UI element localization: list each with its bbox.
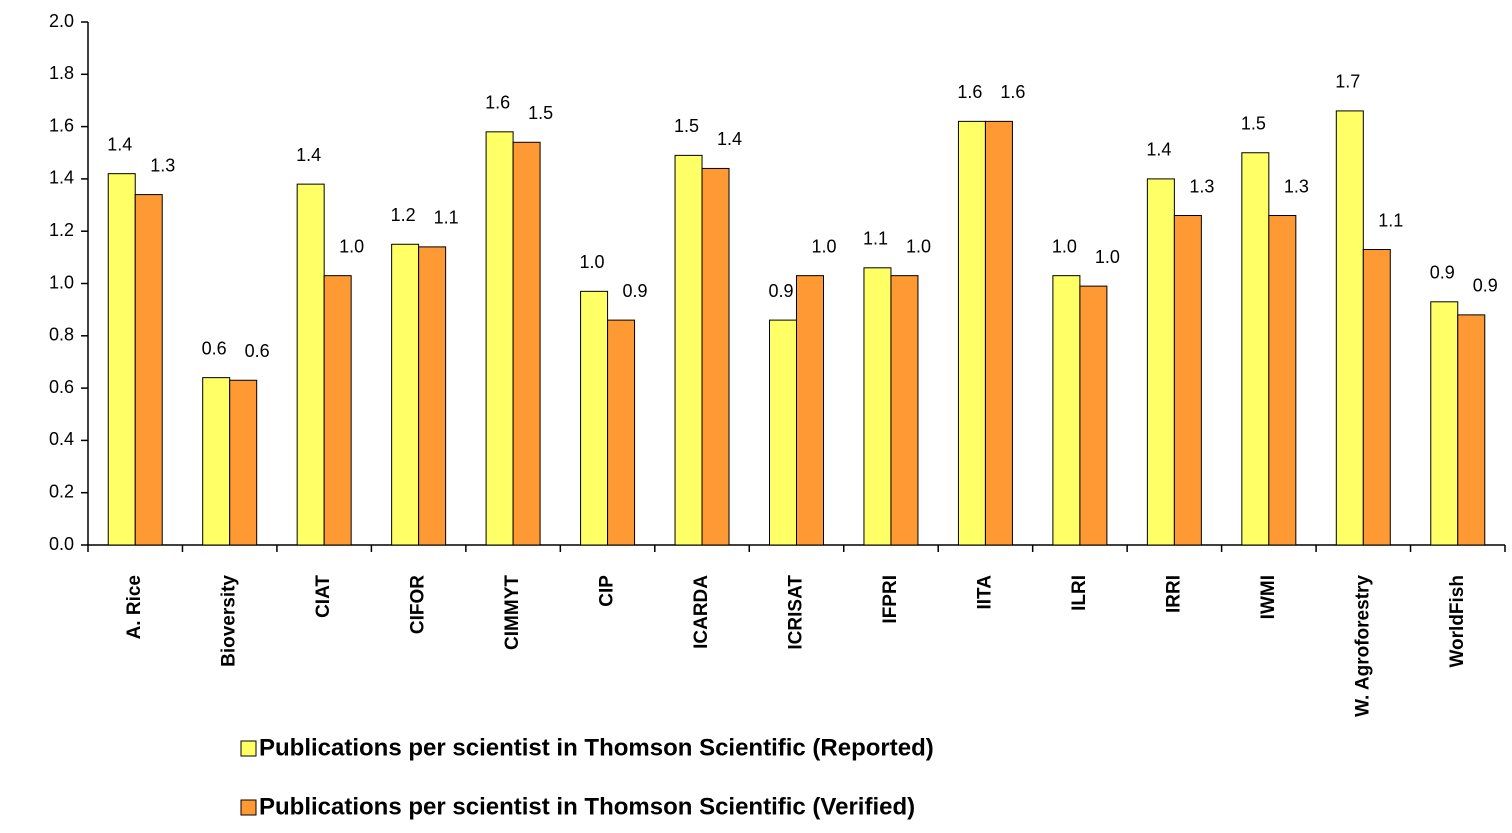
- bar: [863, 267, 892, 546]
- legend-label: Publications per scientist in Thomson Sc…: [259, 734, 934, 761]
- x-tick-label: CIP: [597, 575, 618, 607]
- y-tick-label: 1.6: [49, 115, 74, 135]
- bar: [580, 290, 609, 546]
- value-label: 1.2: [391, 205, 416, 225]
- y-tick-label: 1.4: [49, 168, 74, 188]
- x-tick-label: IFPRI: [880, 575, 901, 624]
- legend-swatch: [240, 740, 257, 757]
- x-tick-label: IITA: [974, 575, 995, 610]
- y-tick-label: 2.0: [49, 11, 74, 31]
- x-tick-label: CIAT: [313, 575, 334, 618]
- bar: [1335, 110, 1364, 546]
- bar: [1268, 215, 1297, 546]
- value-label: 1.7: [1335, 72, 1360, 92]
- bar: [701, 167, 730, 546]
- y-tick-label: 0.6: [49, 377, 74, 397]
- value-label: 1.1: [863, 229, 888, 249]
- value-label: 1.4: [717, 129, 742, 149]
- y-tick-label: 1.0: [49, 272, 74, 292]
- y-tick-label: 0.4: [49, 429, 74, 449]
- x-tick-label: WorldFish: [1447, 575, 1468, 668]
- value-label: 1.4: [1146, 140, 1171, 160]
- x-tick-label: A. Rice: [124, 575, 145, 639]
- bar: [229, 379, 258, 546]
- x-tick-label: ILRI: [1069, 575, 1090, 611]
- value-label: 0.6: [202, 338, 227, 358]
- y-tick-label: 0.8: [49, 325, 74, 345]
- bar: [418, 246, 447, 546]
- bar: [957, 120, 986, 546]
- value-label: 1.5: [674, 116, 699, 136]
- value-label: 1.6: [957, 82, 982, 102]
- value-label: 1.6: [485, 93, 510, 113]
- y-tick-label: 0.2: [49, 481, 74, 501]
- bar: [1052, 275, 1081, 546]
- x-tick-label: W. Agroforestry: [1352, 575, 1373, 717]
- value-label: 1.4: [107, 134, 132, 154]
- legend-label: Publications per scientist in Thomson Sc…: [259, 793, 915, 820]
- legend-swatch: [240, 799, 257, 816]
- bar: [202, 377, 231, 546]
- bar: [1362, 249, 1391, 546]
- bar: [134, 194, 163, 546]
- bar: [323, 275, 352, 546]
- value-label: 1.4: [296, 145, 321, 165]
- x-tick-label: IRRI: [1163, 575, 1184, 613]
- value-label: 0.6: [245, 341, 270, 361]
- value-label: 0.9: [623, 281, 648, 301]
- x-tick-label: ICRISAT: [786, 575, 807, 650]
- bar: [391, 243, 420, 546]
- x-tick-label: Bioversity: [219, 575, 240, 667]
- x-tick-label: CIMMYT: [502, 575, 523, 650]
- value-label: 1.3: [1284, 176, 1309, 196]
- value-label: 0.9: [1473, 276, 1498, 296]
- value-label: 0.9: [768, 281, 793, 301]
- value-label: 1.0: [1095, 247, 1120, 267]
- value-label: 1.5: [528, 103, 553, 123]
- x-tick-label: CIFOR: [408, 575, 429, 634]
- bar: [674, 154, 703, 546]
- value-label: 1.0: [339, 236, 364, 256]
- x-tick-label: ICARDA: [691, 575, 712, 649]
- value-label: 1.3: [150, 155, 175, 175]
- bar: [107, 173, 136, 546]
- value-label: 0.9: [1430, 263, 1455, 283]
- value-label: 1.0: [906, 236, 931, 256]
- bar: [1146, 178, 1175, 546]
- bar: [890, 275, 919, 546]
- value-label: 1.5: [1241, 114, 1266, 134]
- bar: [1430, 301, 1459, 546]
- bar: [296, 183, 325, 546]
- bar: [1173, 215, 1202, 546]
- bar: [769, 319, 797, 546]
- value-label: 1.1: [1378, 210, 1403, 230]
- bar: [1079, 285, 1108, 546]
- bar: [796, 275, 824, 546]
- bar: [485, 131, 514, 546]
- bar: [984, 120, 1013, 546]
- bar: [1457, 314, 1486, 546]
- value-label: 1.0: [580, 252, 605, 272]
- y-tick-label: 0.0: [49, 534, 74, 554]
- bar: [607, 319, 636, 546]
- y-tick-label: 1.2: [49, 220, 74, 240]
- y-tick-label: 1.8: [49, 63, 74, 83]
- value-label: 1.0: [811, 236, 836, 256]
- value-label: 1.6: [1000, 82, 1025, 102]
- value-label: 1.1: [434, 208, 459, 228]
- x-tick-label: IWMI: [1258, 575, 1279, 619]
- bar: [512, 141, 541, 546]
- bar: [1241, 152, 1270, 546]
- value-label: 1.3: [1189, 176, 1214, 196]
- value-label: 1.0: [1052, 236, 1077, 256]
